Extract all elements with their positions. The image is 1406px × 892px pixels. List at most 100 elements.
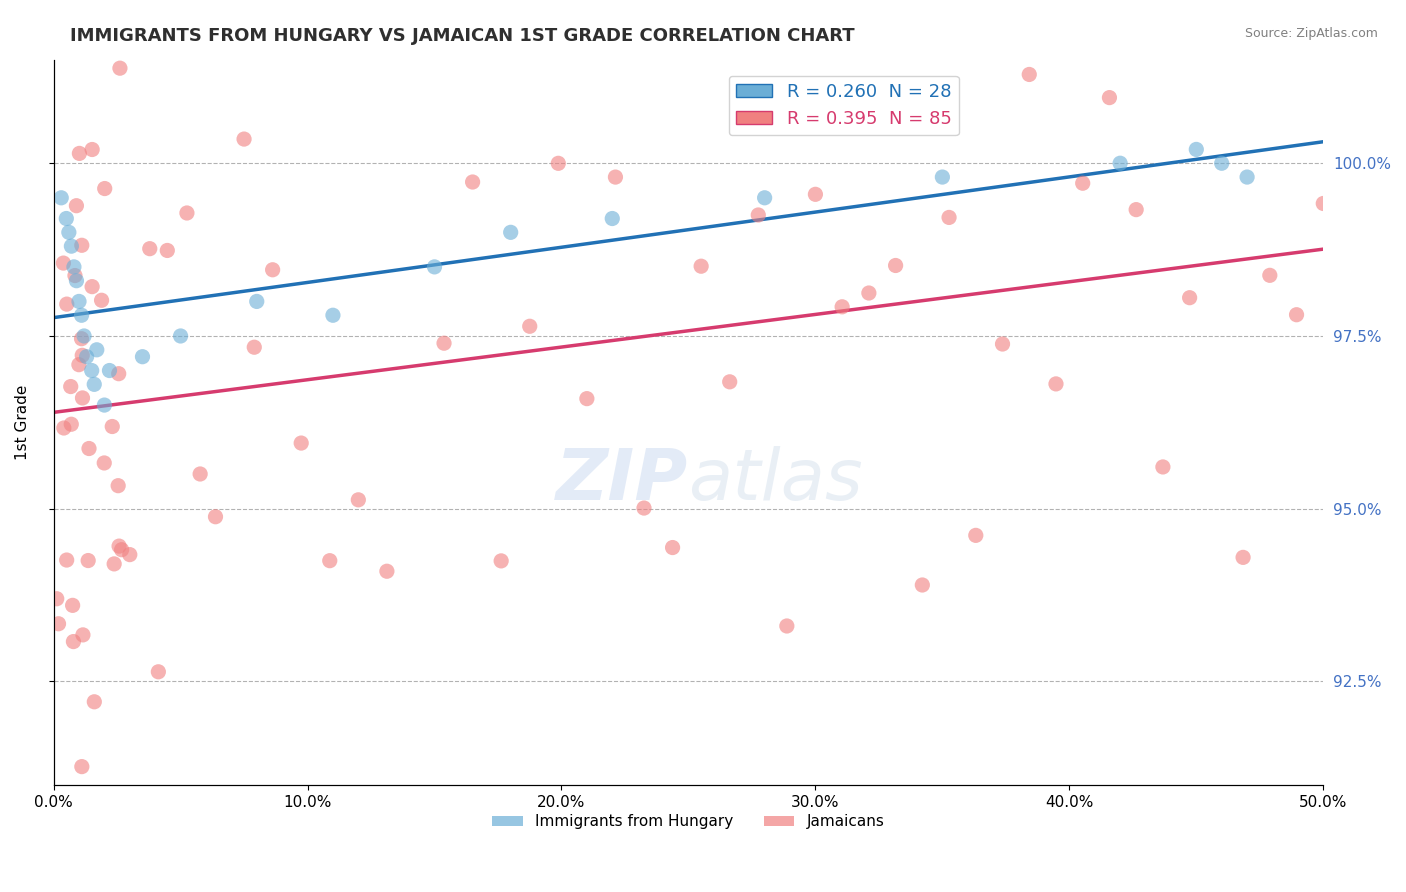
Point xyxy=(1098,90,1121,104)
Point xyxy=(77,553,100,567)
Text: Source: ZipAtlas.com: Source: ZipAtlas.com xyxy=(1244,27,1378,40)
Point xyxy=(80,363,103,377)
Point xyxy=(67,294,90,309)
Text: IMMIGRANTS FROM HUNGARY VS JAMAICAN 1ST GRADE CORRELATION CHART: IMMIGRANTS FROM HUNGARY VS JAMAICAN 1ST … xyxy=(70,27,855,45)
Point xyxy=(605,170,627,185)
Point xyxy=(575,392,598,406)
Point xyxy=(156,244,179,258)
Point xyxy=(931,169,953,184)
Point xyxy=(82,143,104,157)
Point xyxy=(76,42,98,56)
Point xyxy=(70,308,93,322)
Point xyxy=(633,501,655,516)
Point xyxy=(72,628,94,642)
Point xyxy=(1211,156,1233,170)
Point xyxy=(1178,291,1201,305)
Point xyxy=(804,187,827,202)
Point xyxy=(911,578,934,592)
Point xyxy=(52,256,75,270)
Point xyxy=(233,132,256,146)
Point xyxy=(690,259,713,273)
Point xyxy=(101,419,124,434)
Point xyxy=(499,225,522,239)
Point xyxy=(1258,268,1281,283)
Point xyxy=(67,146,90,161)
Point xyxy=(98,363,121,377)
Point xyxy=(103,557,125,571)
Legend: Immigrants from Hungary, Jamaicans: Immigrants from Hungary, Jamaicans xyxy=(486,808,890,836)
Point xyxy=(991,337,1014,351)
Point xyxy=(243,340,266,354)
Point xyxy=(519,319,541,334)
Point xyxy=(858,285,880,300)
Point xyxy=(55,553,77,567)
Point xyxy=(1185,143,1208,157)
Point xyxy=(139,242,162,256)
Point xyxy=(93,456,115,470)
Point xyxy=(55,297,77,311)
Point xyxy=(404,36,426,50)
Y-axis label: 1st Grade: 1st Grade xyxy=(15,384,30,460)
Point xyxy=(375,564,398,578)
Point xyxy=(1232,550,1254,565)
Point xyxy=(73,329,96,343)
Point xyxy=(1125,202,1147,217)
Point xyxy=(83,377,105,392)
Point xyxy=(62,599,84,613)
Point xyxy=(547,156,569,170)
Point xyxy=(290,436,312,450)
Point xyxy=(60,239,83,253)
Point xyxy=(1285,308,1308,322)
Point xyxy=(322,308,344,322)
Point xyxy=(45,591,67,606)
Point xyxy=(58,225,80,239)
Point xyxy=(107,367,129,381)
Point xyxy=(461,175,484,189)
Point xyxy=(776,619,799,633)
Point xyxy=(148,665,170,679)
Point xyxy=(204,509,226,524)
Point xyxy=(1018,67,1040,81)
Point xyxy=(93,398,115,412)
Point xyxy=(51,191,73,205)
Point xyxy=(70,759,93,773)
Point xyxy=(48,616,70,631)
Point xyxy=(884,259,907,273)
Point xyxy=(60,417,83,432)
Point xyxy=(55,211,77,226)
Point xyxy=(262,262,284,277)
Point xyxy=(1109,156,1132,170)
Point xyxy=(63,268,86,283)
Point xyxy=(1071,176,1094,190)
Point xyxy=(718,375,741,389)
Point xyxy=(76,350,98,364)
Point xyxy=(86,343,108,357)
Point xyxy=(489,554,512,568)
Point xyxy=(52,421,75,435)
Point xyxy=(1236,169,1258,184)
Point xyxy=(965,528,987,542)
Text: atlas: atlas xyxy=(689,446,863,515)
Point xyxy=(188,467,211,481)
Point xyxy=(131,350,153,364)
Point xyxy=(111,542,134,557)
Point xyxy=(433,336,456,351)
Point xyxy=(600,211,623,226)
Point xyxy=(1152,459,1174,474)
Point xyxy=(72,391,94,405)
Point xyxy=(82,279,104,293)
Point xyxy=(319,554,342,568)
Text: ZIP: ZIP xyxy=(557,446,689,515)
Point xyxy=(108,539,131,553)
Point xyxy=(70,238,93,252)
Point xyxy=(65,199,87,213)
Point xyxy=(754,191,776,205)
Point xyxy=(93,181,115,195)
Point xyxy=(118,548,141,562)
Point xyxy=(83,695,105,709)
Point xyxy=(747,208,769,222)
Point xyxy=(77,442,100,456)
Point xyxy=(90,293,112,308)
Point xyxy=(176,206,198,220)
Point xyxy=(59,379,82,393)
